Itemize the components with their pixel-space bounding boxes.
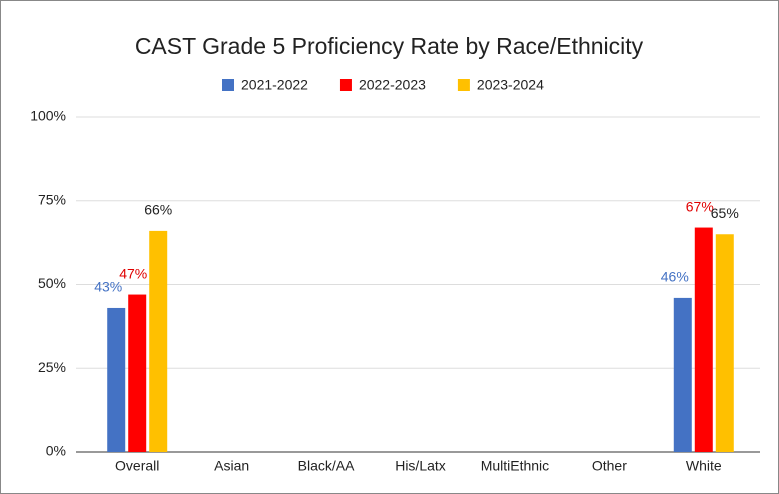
legend-label: 2023-2024: [477, 77, 544, 93]
data-label: 46%: [661, 269, 689, 285]
y-tick-label: 25%: [38, 359, 66, 375]
legend-label: 2021-2022: [241, 77, 308, 93]
data-label: 66%: [144, 202, 172, 218]
data-label: 43%: [94, 279, 122, 295]
bar: [107, 307, 126, 452]
x-tick-label: Black/AA: [298, 458, 355, 474]
x-tick-label: White: [686, 458, 722, 474]
bar: [128, 294, 147, 452]
legend-label: 2022-2023: [359, 77, 426, 93]
legend-swatch: [457, 79, 470, 91]
data-label: 67%: [686, 198, 714, 214]
chart-title: CAST Grade 5 Proficiency Rate by Race/Et…: [135, 33, 644, 59]
legend-swatch: [222, 79, 234, 91]
bar: [715, 234, 734, 452]
bar: [694, 227, 713, 452]
data-label: 47%: [119, 265, 147, 281]
bar: [149, 230, 168, 452]
x-tick-label: Other: [592, 458, 627, 474]
y-tick-label: 100%: [30, 108, 66, 124]
x-tick-label: His/Latx: [395, 458, 446, 474]
bar: [673, 297, 692, 452]
x-tick-label: MultiEthnic: [481, 458, 549, 474]
y-tick-label: 50%: [38, 275, 66, 291]
legend-swatch: [339, 79, 352, 91]
x-tick-label: Overall: [115, 458, 159, 474]
y-tick-label: 75%: [38, 191, 66, 207]
x-tick-label: Asian: [214, 458, 249, 474]
data-label: 65%: [711, 205, 739, 221]
y-tick-label: 0%: [46, 443, 66, 459]
